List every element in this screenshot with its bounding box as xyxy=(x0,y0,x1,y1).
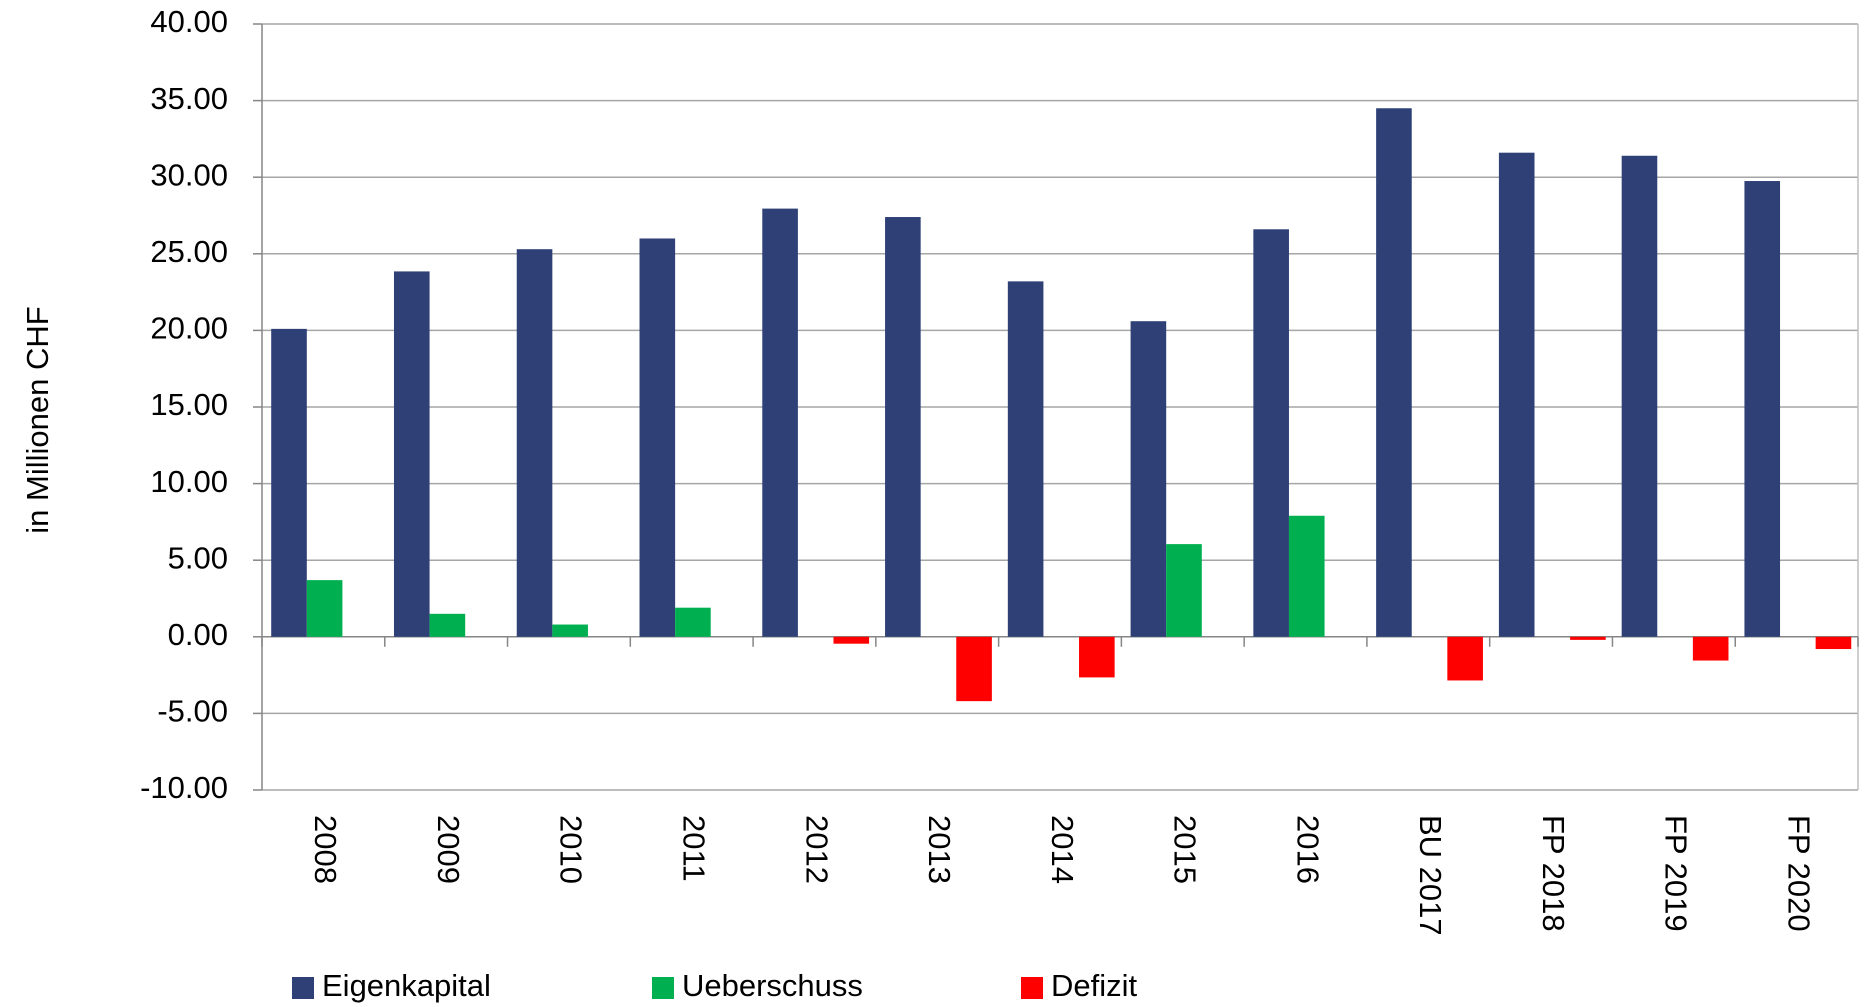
x-tick-label: 2014 xyxy=(1045,815,1080,884)
bar xyxy=(1815,636,1852,650)
y-tick-label: 15.00 xyxy=(150,387,228,422)
bar xyxy=(675,607,711,637)
x-tick-label: 2012 xyxy=(799,815,834,884)
bar xyxy=(552,624,588,637)
bar xyxy=(271,328,307,637)
bar xyxy=(1130,321,1167,637)
legend-swatch xyxy=(652,977,674,999)
y-tick-label: 40.00 xyxy=(150,4,228,39)
y-tick-label: -5.00 xyxy=(157,694,228,729)
y-tick-label: 0.00 xyxy=(168,617,228,652)
bar xyxy=(1621,155,1658,637)
bar xyxy=(516,249,553,637)
x-tick-label: FP 2020 xyxy=(1781,815,1816,932)
x-tick-label: 2009 xyxy=(431,815,466,884)
bar xyxy=(1692,636,1729,661)
bar xyxy=(1079,636,1115,678)
x-tick-label: FP 2018 xyxy=(1536,815,1571,932)
bar xyxy=(833,636,870,644)
x-tick-label: FP 2019 xyxy=(1659,815,1694,932)
x-tick-label: 2013 xyxy=(922,815,957,884)
bar xyxy=(1288,515,1325,637)
bar xyxy=(1447,636,1483,681)
y-tick-label: 20.00 xyxy=(150,311,228,346)
y-axis-label: in Millionen CHF xyxy=(20,306,55,533)
x-tick-label: 2016 xyxy=(1290,815,1325,884)
bar xyxy=(1570,636,1606,640)
legend-label: Defizit xyxy=(1051,968,1138,1003)
bar xyxy=(306,580,343,637)
bar xyxy=(393,271,430,637)
legend-label: Eigenkapital xyxy=(322,968,491,1003)
y-tick-label: 30.00 xyxy=(150,157,228,192)
y-tick-label: 35.00 xyxy=(150,81,228,116)
x-tick-label: 2015 xyxy=(1168,815,1203,884)
bar xyxy=(1007,281,1044,637)
bar xyxy=(762,208,798,637)
bar xyxy=(429,613,466,637)
legend-swatch xyxy=(292,977,314,999)
x-tick-label: 2011 xyxy=(677,815,712,882)
y-tick-label: 25.00 xyxy=(150,234,228,269)
y-tick-label: 10.00 xyxy=(150,464,228,499)
bar xyxy=(1376,108,1412,637)
bar xyxy=(1744,181,1781,637)
x-tick-label: 2008 xyxy=(308,815,343,884)
y-tick-label: -10.00 xyxy=(140,770,228,805)
x-tick-label: BU 2017 xyxy=(1413,815,1448,936)
bar xyxy=(956,636,992,702)
bar xyxy=(885,217,921,637)
legend-label: Ueberschuss xyxy=(682,968,863,1003)
bar xyxy=(639,238,676,637)
bar xyxy=(1166,544,1202,637)
legend-swatch xyxy=(1021,977,1043,999)
bar xyxy=(1498,152,1535,637)
x-tick-label: 2010 xyxy=(554,815,589,884)
bar xyxy=(1253,229,1289,637)
y-tick-label: 5.00 xyxy=(168,540,228,575)
